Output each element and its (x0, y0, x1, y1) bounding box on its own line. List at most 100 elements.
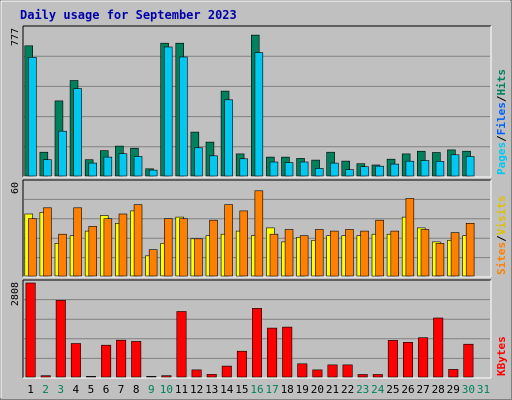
x-tick-label: 13 (205, 383, 218, 396)
bar-files-day-23 (360, 166, 369, 177)
bar-kbytes-day-6 (101, 344, 112, 378)
x-tick-label: 22 (341, 383, 354, 396)
bar-sites-day-8 (133, 204, 143, 277)
bar-files-day-15 (239, 158, 249, 177)
bar-files-day-21 (330, 162, 339, 177)
bar-files-day-25 (390, 163, 399, 177)
bar-files-day-22 (345, 169, 354, 177)
chart-panels: 777Pages/Files/Hits60Sites/Visits2808KBy… (10, 25, 508, 379)
bar-sites-day-24 (375, 219, 384, 277)
bar-kbytes-day-19 (297, 363, 308, 378)
x-tick-label: 25 (386, 383, 399, 396)
bar-kbytes-day-9 (146, 376, 157, 378)
bar-files-day-12 (194, 147, 203, 177)
x-tick-label: 10 (160, 383, 173, 396)
bar-sites-day-11 (179, 218, 188, 277)
bar-files-day-8 (133, 156, 143, 177)
x-tick-label: 14 (220, 383, 234, 396)
bar-sites-day-18 (284, 229, 294, 277)
bar-files-day-11 (179, 56, 188, 177)
legend-entry: Files (495, 102, 508, 135)
bar-kbytes-day-30 (463, 343, 474, 378)
x-tick-label: 18 (281, 383, 294, 396)
bar-sites-day-27 (420, 229, 430, 277)
bar-kbytes-day-12 (191, 369, 202, 378)
bar-files-day-7 (118, 153, 128, 177)
x-tick-label: 19 (296, 383, 309, 396)
legend-entry: / (495, 95, 508, 102)
bar-kbytes-day-2 (40, 375, 51, 378)
x-tick-label: 4 (72, 383, 79, 396)
bar-sites-day-25 (390, 230, 399, 277)
bar-sites-day-7 (118, 213, 128, 277)
bar-files-day-3 (58, 130, 67, 177)
x-tick-label: 11 (175, 383, 188, 396)
legend-entry: Hits (495, 69, 508, 96)
bar-kbytes-day-26 (402, 341, 413, 378)
bar-sites-day-13 (209, 219, 218, 277)
bar-sites-day-10 (164, 218, 173, 277)
bar-kbytes-day-3 (55, 300, 66, 378)
x-tick-label: 9 (148, 383, 155, 396)
legend-entry: Visits (495, 196, 508, 236)
bar-kbytes-day-27 (418, 337, 429, 378)
x-tick-label: 23 (356, 383, 369, 396)
bar-files-day-30 (465, 156, 475, 177)
bar-kbytes-day-8 (131, 341, 142, 378)
bar-kbytes-day-23 (357, 374, 368, 378)
y-axis-max-label: 60 (10, 182, 21, 194)
x-tick-label: 20 (311, 383, 324, 396)
x-tick-label: 31 (477, 383, 490, 396)
bar-kbytes-day-28 (433, 317, 444, 378)
bar-files-day-17 (269, 161, 279, 177)
x-axis-labels: 1 2 3 4 5 6 7 8 9 10 11 12 13 14 15 16 17 18 19 20 21 22 23 24 2… (27, 383, 490, 396)
bar-files-day-6 (103, 156, 113, 177)
bar-sites-day-9 (148, 249, 158, 277)
bar-sites-day-14 (224, 204, 233, 277)
x-tick-label: 8 (133, 383, 140, 396)
bar-sites-day-5 (88, 226, 98, 277)
x-tick-label: 1 (27, 383, 34, 396)
bar-files-day-28 (435, 161, 445, 177)
bar-files-day-13 (209, 155, 218, 177)
bar-sites-day-23 (360, 230, 369, 277)
bar-sites-day-21 (330, 230, 339, 277)
legend-entry: Sites (495, 242, 508, 275)
x-tick-label: 2 (42, 383, 49, 396)
bar-kbytes-day-13 (206, 374, 217, 378)
bar-kbytes-day-29 (448, 369, 459, 378)
bar-sites-day-30 (465, 223, 475, 277)
bar-sites-day-15 (239, 210, 249, 277)
bar-files-day-19 (299, 161, 309, 177)
bar-files-day-16 (254, 52, 264, 177)
bar-kbytes-day-18 (282, 326, 293, 378)
bar-kbytes-day-14 (221, 365, 232, 378)
bar-files-day-24 (375, 165, 384, 177)
x-tick-label: 26 (401, 383, 414, 396)
bar-files-day-20 (314, 168, 324, 177)
bar-files-day-14 (224, 99, 233, 177)
legend: Sites/Visits (495, 196, 508, 276)
bar-files-day-9 (148, 169, 158, 177)
x-tick-label: 6 (103, 383, 110, 396)
x-tick-label: 17 (265, 383, 278, 396)
legend: KBytes (495, 336, 508, 376)
bar-files-day-2 (43, 159, 52, 177)
legend-entry: / (495, 135, 508, 142)
bar-files-day-29 (450, 154, 460, 177)
bar-kbytes-day-5 (86, 376, 97, 378)
bar-sites-day-20 (314, 229, 324, 277)
bar-kbytes-day-16 (252, 308, 263, 378)
bar-kbytes-day-7 (116, 339, 127, 378)
x-tick-label: 24 (371, 383, 385, 396)
bar-sites-day-4 (73, 207, 82, 277)
bar-sites-day-12 (194, 238, 203, 277)
x-tick-label: 29 (447, 383, 460, 396)
x-tick-label: 7 (118, 383, 125, 396)
bar-kbytes-day-20 (312, 369, 323, 378)
bar-kbytes-day-21 (327, 364, 338, 378)
y-axis-max-label: 777 (10, 28, 21, 46)
bar-kbytes-day-22 (342, 364, 353, 378)
x-tick-label: 16 (250, 383, 263, 396)
